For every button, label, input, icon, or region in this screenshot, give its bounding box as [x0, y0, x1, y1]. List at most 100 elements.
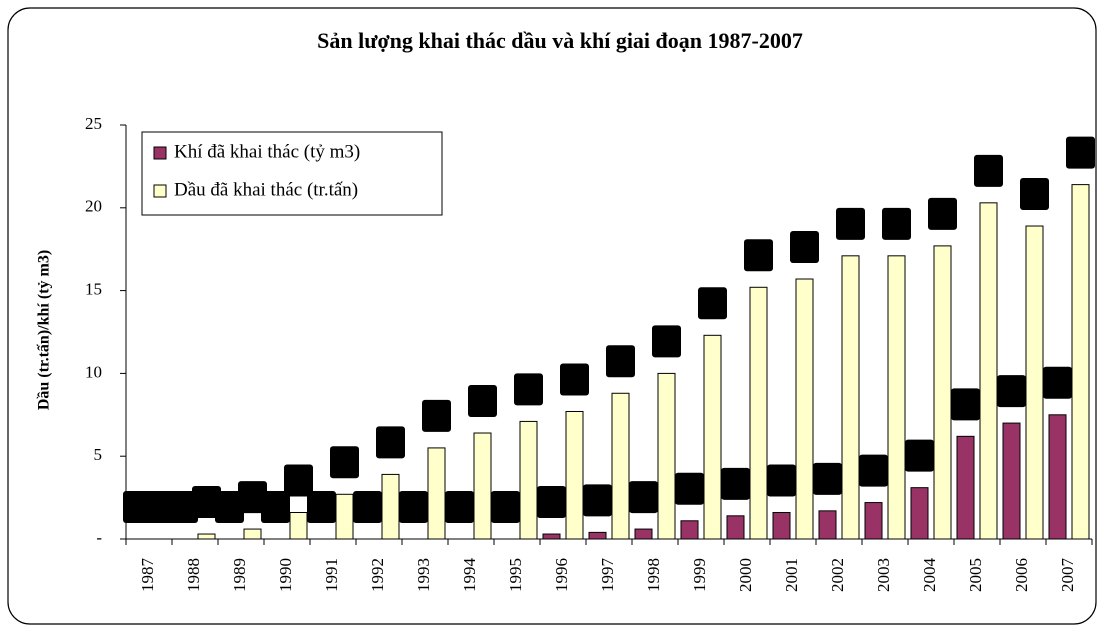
y-axis-label: Dầu (tr.tấn)/khí (tỷ m3)	[36, 250, 53, 410]
bar	[818, 510, 837, 540]
redacted-label	[491, 491, 520, 523]
x-tick-label: 1990	[276, 558, 295, 592]
redacted-label	[675, 472, 704, 505]
bar	[864, 502, 883, 540]
redacted-label	[836, 207, 865, 240]
legend-label: Khí đã khai thác (tỷ m3)	[174, 141, 360, 162]
x-tick-label: 2007	[1058, 558, 1077, 593]
redacted-label	[468, 385, 497, 418]
x-tick-label: 1997	[598, 558, 617, 593]
chart-title: Sản lượng khai thác dầu và khí giai đoạn…	[317, 28, 803, 53]
redacted-label	[1066, 136, 1095, 169]
bar	[473, 432, 492, 540]
redacted-label	[974, 154, 1003, 187]
bar	[703, 334, 722, 540]
bar	[1025, 225, 1044, 540]
legend-swatch	[153, 146, 167, 160]
bar	[289, 512, 308, 540]
bar	[335, 493, 354, 540]
redacted-label	[744, 239, 773, 272]
bar	[749, 286, 768, 540]
y-tick-label: 5	[94, 445, 103, 464]
redacted-label	[307, 491, 336, 523]
redacted-label	[560, 363, 589, 396]
x-tick-label: 1993	[414, 558, 433, 592]
redacted-label	[790, 231, 819, 264]
x-tick-label: 1992	[368, 558, 387, 592]
bar	[795, 278, 814, 540]
redacted-label	[652, 325, 681, 358]
redacted-label	[813, 462, 842, 495]
x-tick-label: 1994	[460, 558, 479, 593]
legend-swatch	[153, 184, 167, 198]
legend-box	[141, 131, 443, 216]
redacted-label	[284, 464, 313, 497]
x-tick-label: 1999	[690, 558, 709, 592]
bar	[381, 473, 400, 540]
bar	[542, 533, 561, 540]
y-tick-label: 10	[85, 362, 102, 381]
redacted-label	[215, 491, 244, 523]
bar	[680, 520, 699, 540]
redacted-label	[583, 484, 612, 517]
redacted-label	[859, 454, 888, 487]
bar	[588, 531, 607, 540]
bar	[887, 255, 906, 540]
redacted-label	[905, 439, 934, 472]
redacted-label	[767, 464, 796, 497]
bar	[565, 410, 584, 540]
bar	[772, 512, 791, 540]
redacted-label	[698, 287, 727, 320]
x-tick-label: 2002	[828, 558, 847, 592]
redacted-label	[353, 491, 382, 523]
x-tick-label: 2003	[874, 558, 893, 592]
x-tick-label: 2006	[1012, 558, 1031, 592]
bar	[726, 515, 745, 540]
redacted-label	[399, 491, 428, 523]
y-tick-label: -	[96, 528, 102, 547]
bar	[1002, 422, 1021, 540]
redacted-label	[146, 491, 175, 523]
redacted-label	[445, 491, 474, 523]
x-tick-label: 1998	[644, 558, 663, 592]
bar	[519, 420, 538, 540]
redacted-label	[882, 207, 911, 240]
redacted-label	[376, 426, 405, 459]
redacted-label	[192, 486, 221, 519]
frame	[7, 7, 1097, 625]
bar	[1048, 414, 1067, 540]
y-tick-label: 15	[85, 280, 102, 299]
bar	[243, 528, 262, 540]
x-tick-label: 1996	[552, 558, 571, 592]
redacted-label	[330, 446, 359, 479]
bar	[910, 487, 929, 540]
bar	[841, 255, 860, 540]
redacted-label	[1043, 366, 1072, 399]
bar	[197, 533, 216, 540]
redacted-label	[123, 491, 152, 523]
x-tick-label: 1988	[184, 558, 203, 592]
x-tick-label: 1991	[322, 558, 341, 592]
redacted-label	[1020, 178, 1049, 211]
bar	[956, 435, 975, 540]
x-tick-label: 1987	[138, 558, 157, 593]
redacted-label	[928, 197, 957, 230]
redacted-label	[606, 345, 635, 378]
x-tick-label: 1995	[506, 558, 525, 592]
redacted-label	[721, 467, 750, 500]
bar	[1071, 184, 1090, 540]
redacted-label	[422, 399, 451, 432]
bar	[979, 202, 998, 540]
redacted-label	[238, 481, 267, 514]
x-tick-label: 2001	[782, 558, 801, 592]
x-tick-label: 2000	[736, 558, 755, 592]
bar	[657, 372, 676, 540]
redacted-label	[514, 373, 543, 406]
redacted-label	[629, 481, 658, 514]
redacted-label	[261, 491, 290, 523]
y-tick-label: 25	[85, 114, 102, 133]
bar	[933, 245, 952, 540]
bar	[427, 447, 446, 540]
redacted-label	[997, 375, 1026, 408]
